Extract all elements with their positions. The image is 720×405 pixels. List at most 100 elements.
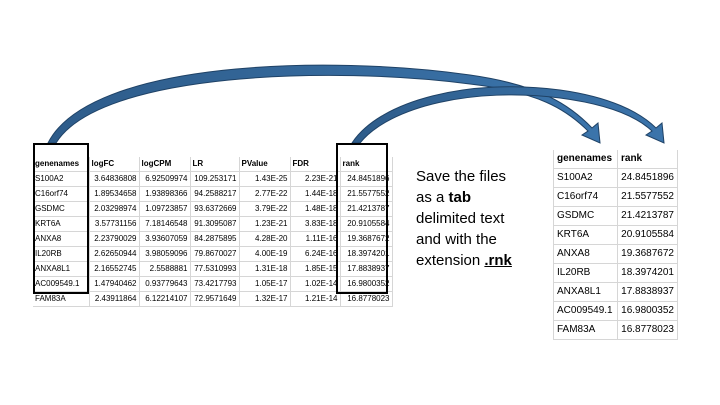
- left-cell-logcpm[interactable]: 6.12214107: [139, 291, 191, 307]
- left-cell-logfc[interactable]: 2.03298974: [89, 201, 140, 217]
- left-cell-pvalue[interactable]: 2.77E-22: [239, 186, 291, 202]
- left-cell-fdr[interactable]: 1.48E-18: [290, 201, 341, 217]
- left-header-pvalue[interactable]: PValue: [239, 157, 291, 172]
- left-cell-rank[interactable]: 16.9800352: [340, 276, 393, 292]
- left-cell-pvalue[interactable]: 1.05E-17: [239, 276, 291, 292]
- left-cell-rank[interactable]: 18.3974201: [340, 246, 393, 262]
- right-table-row: FAM83A 16.8778023: [553, 320, 678, 340]
- left-cell-fdr[interactable]: 1.44E-18: [290, 186, 341, 202]
- right-cell-genenames[interactable]: KRT6A: [553, 225, 618, 245]
- left-cell-fdr[interactable]: 2.23E-21: [290, 171, 341, 187]
- left-cell-logfc[interactable]: 1.47940462: [89, 276, 140, 292]
- left-cell-rank[interactable]: 21.5577552: [340, 186, 393, 202]
- right-header-genenames[interactable]: genenames: [553, 150, 618, 169]
- left-cell-logfc[interactable]: 3.64836808: [89, 171, 140, 187]
- right-cell-rank[interactable]: 19.3687672: [617, 244, 678, 264]
- left-cell-fdr[interactable]: 1.11E-16: [290, 231, 341, 247]
- right-cell-genenames[interactable]: ANXA8: [553, 244, 618, 264]
- left-cell-lr[interactable]: 72.9571649: [190, 291, 240, 307]
- left-header-row: genenames logFC logCPM LR PValue FDR rank: [33, 157, 393, 172]
- left-table-row: ANXA8L1 2.16552745 2.5588881 77.5310993 1.31…: [33, 261, 393, 277]
- instruction-line-5: extension .rnk: [416, 252, 512, 269]
- left-cell-rank[interactable]: 16.8778023: [340, 291, 393, 307]
- left-cell-logcpm[interactable]: 1.93898366: [139, 186, 191, 202]
- left-cell-fdr[interactable]: 6.24E-16: [290, 246, 341, 262]
- left-cell-fdr[interactable]: 1.21E-14: [290, 291, 341, 307]
- right-cell-genenames[interactable]: IL20RB: [553, 263, 618, 283]
- left-cell-pvalue[interactable]: 1.32E-17: [239, 291, 291, 307]
- left-cell-lr[interactable]: 77.5310993: [190, 261, 240, 277]
- full-results-table: genenames logFC logCPM LR PValue FDR rank S100A…: [33, 157, 393, 307]
- right-cell-rank[interactable]: 21.5577552: [617, 187, 678, 207]
- left-table-row: FAM83A 2.43911864 6.12214107 72.9571649 1.32…: [33, 291, 393, 307]
- left-cell-logfc[interactable]: 2.16552745: [89, 261, 140, 277]
- left-cell-logcpm[interactable]: 7.18146548: [139, 216, 191, 232]
- left-cell-lr[interactable]: 109.253171: [190, 171, 240, 187]
- right-cell-genenames[interactable]: C16orf74: [553, 187, 618, 207]
- instruction-line-3: delimited text: [416, 210, 505, 227]
- left-cell-rank[interactable]: 21.4213787: [340, 201, 393, 217]
- right-cell-genenames[interactable]: ANXA8L1: [553, 282, 618, 302]
- left-cell-pvalue[interactable]: 1.43E-25: [239, 171, 291, 187]
- left-cell-fdr[interactable]: 1.85E-15: [290, 261, 341, 277]
- left-table-row: ANXA8 2.23790029 3.93607059 84.2875895 4.28E…: [33, 231, 393, 247]
- right-cell-genenames[interactable]: GSDMC: [553, 206, 618, 226]
- left-cell-rank[interactable]: 17.8838937: [340, 261, 393, 277]
- left-cell-pvalue[interactable]: 1.31E-18: [239, 261, 291, 277]
- left-cell-logcpm[interactable]: 6.92509974: [139, 171, 191, 187]
- right-cell-rank[interactable]: 17.8838937: [617, 282, 678, 302]
- left-cell-pvalue[interactable]: 3.79E-22: [239, 201, 291, 217]
- left-cell-lr[interactable]: 84.2875895: [190, 231, 240, 247]
- left-cell-logfc[interactable]: 2.62650944: [89, 246, 140, 262]
- left-cell-rank[interactable]: 20.9105584: [340, 216, 393, 232]
- left-cell-rank[interactable]: 24.8451896: [340, 171, 393, 187]
- left-cell-lr[interactable]: 91.3095087: [190, 216, 240, 232]
- left-cell-pvalue[interactable]: 4.28E-20: [239, 231, 291, 247]
- left-cell-logfc[interactable]: 2.23790029: [89, 231, 140, 247]
- left-cell-fdr[interactable]: 1.02E-14: [290, 276, 341, 292]
- left-cell-lr[interactable]: 93.6372669: [190, 201, 240, 217]
- left-cell-logcpm[interactable]: 1.09723857: [139, 201, 191, 217]
- right-cell-rank[interactable]: 21.4213787: [617, 206, 678, 226]
- right-cell-rank[interactable]: 24.8451896: [617, 168, 678, 188]
- left-cell-pvalue[interactable]: 1.23E-21: [239, 216, 291, 232]
- right-cell-rank[interactable]: 16.8778023: [617, 320, 678, 340]
- left-header-logcpm[interactable]: logCPM: [139, 157, 191, 172]
- rank-column-highlight: [336, 143, 388, 294]
- left-table-row: IL20RB 2.62650944 3.98059096 79.8670027 4.00…: [33, 246, 393, 262]
- left-cell-logfc[interactable]: 3.57731156: [89, 216, 140, 232]
- right-cell-genenames[interactable]: AC009549.1: [553, 301, 618, 321]
- left-table-row: C16orf74 1.89534658 1.93898366 94.2588217 2.…: [33, 186, 393, 202]
- left-cell-lr[interactable]: 94.2588217: [190, 186, 240, 202]
- left-cell-pvalue[interactable]: 4.00E-19: [239, 246, 291, 262]
- left-cell-logcpm[interactable]: 3.98059096: [139, 246, 191, 262]
- right-table-row: C16orf74 21.5577552: [553, 187, 678, 207]
- tab-keyword: tab: [448, 189, 472, 206]
- left-table-row: KRT6A 3.57731156 7.18146548 91.3095087 1.23E…: [33, 216, 393, 232]
- right-cell-genenames[interactable]: FAM83A: [553, 320, 618, 340]
- left-cell-genenames[interactable]: FAM83A: [33, 291, 90, 307]
- left-cell-logcpm[interactable]: 3.93607059: [139, 231, 191, 247]
- left-header-lr[interactable]: LR: [190, 157, 240, 172]
- left-header-fdr[interactable]: FDR: [290, 157, 341, 172]
- right-cell-genenames[interactable]: S100A2: [553, 168, 618, 188]
- left-cell-logcpm[interactable]: 2.5588881: [139, 261, 191, 277]
- right-header-rank[interactable]: rank: [617, 150, 678, 169]
- right-cell-rank[interactable]: 20.9105584: [617, 225, 678, 245]
- left-cell-fdr[interactable]: 3.83E-18: [290, 216, 341, 232]
- genenames-column-highlight: [33, 143, 89, 294]
- left-cell-lr[interactable]: 79.8670027: [190, 246, 240, 262]
- left-table-row: GSDMC 2.03298974 1.09723857 93.6372669 3.79E…: [33, 201, 393, 217]
- left-cell-logfc[interactable]: 1.89534658: [89, 186, 140, 202]
- left-cell-lr[interactable]: 73.4217793: [190, 276, 240, 292]
- right-table-row: S100A2 24.8451896: [553, 168, 678, 188]
- right-cell-rank[interactable]: 16.9800352: [617, 301, 678, 321]
- left-cell-rank[interactable]: 19.3687672: [340, 231, 393, 247]
- left-header-rank[interactable]: rank: [340, 157, 393, 172]
- rnk-extension: .rnk: [484, 252, 512, 269]
- left-cell-logcpm[interactable]: 0.93779643: [139, 276, 191, 292]
- right-table-row: ANXA8L1 17.8838937: [553, 282, 678, 302]
- left-header-logfc[interactable]: logFC: [89, 157, 140, 172]
- left-cell-logfc[interactable]: 2.43911864: [89, 291, 140, 307]
- right-cell-rank[interactable]: 18.3974201: [617, 263, 678, 283]
